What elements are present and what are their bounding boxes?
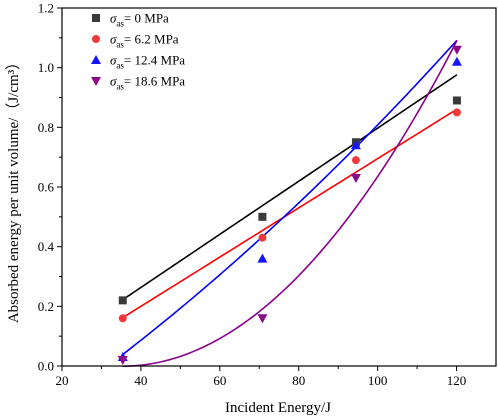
- legend-subscript: as: [116, 40, 124, 50]
- legend-label-1: σas= 6.2 MPa: [110, 32, 179, 50]
- legend-subscript: as: [116, 19, 124, 29]
- data-point-series-3: [451, 45, 462, 55]
- legend-label-3: σas= 18.6 MPa: [110, 74, 185, 92]
- data-point-series-0: [258, 212, 267, 221]
- x-tick-label: 80: [292, 373, 305, 388]
- y-tick-label: 0.4: [38, 239, 55, 254]
- y-tick-label: 0.0: [38, 359, 54, 374]
- legend-value: = 6.2 MPa: [124, 32, 179, 47]
- fit-line-series-2: [122, 39, 458, 356]
- legend-marker-3: [91, 77, 101, 86]
- data-point-series-2: [257, 253, 268, 263]
- data-point-series-3: [350, 174, 361, 184]
- x-tick-label: 120: [447, 373, 467, 388]
- legend-subscript: as: [116, 82, 124, 92]
- y-axis-title: Absorbed energy per unit volume/（J/cm³）: [5, 55, 22, 323]
- legend-sigma: σ: [110, 74, 117, 89]
- data-point-series-3: [117, 356, 128, 366]
- legend-label-2: σas= 12.4 MPa: [110, 53, 185, 71]
- fit-line-series-0: [122, 74, 458, 301]
- data-point-series-0: [118, 296, 127, 305]
- fit-line-series-3: [122, 40, 458, 367]
- data-point-series-1: [351, 156, 360, 165]
- x-tick-label: 100: [368, 373, 388, 388]
- legend-value: = 18.6 MPa: [124, 74, 185, 89]
- data-point-series-1: [452, 108, 461, 117]
- y-tick-label: 1.2: [38, 1, 54, 16]
- y-tick-label: 0.8: [38, 120, 54, 135]
- legend-sigma: σ: [110, 11, 117, 26]
- data-point-series-0: [452, 96, 461, 105]
- axes: 20 40 60 80 100 120 0.0 0.2 0.4 0.6 0.8 1.0 1.2: [38, 1, 497, 388]
- y-tick-label: 0.6: [38, 180, 55, 195]
- x-tick-label: 40: [134, 373, 147, 388]
- legend-value: = 0 MPa: [124, 11, 169, 26]
- x-tick-label: 20: [56, 373, 69, 388]
- data-point-series-3: [257, 314, 268, 324]
- legend-marker-1: [92, 35, 100, 43]
- legend-subscript: as: [116, 61, 124, 71]
- legend-value: = 12.4 MPa: [124, 53, 185, 68]
- x-axis-title: Incident Energy/J: [225, 400, 331, 416]
- fit-lines: [122, 39, 458, 367]
- legend-label-0: σas= 0 MPa: [110, 11, 169, 29]
- y-tick-label: 1.0: [38, 60, 54, 75]
- x-tick-label: 60: [213, 373, 226, 388]
- y-tick-label: 0.2: [38, 299, 54, 314]
- legend-sigma: σ: [110, 53, 117, 68]
- legend-sigma: σ: [110, 32, 117, 47]
- legend-marker-0: [92, 14, 100, 22]
- data-point-series-2: [451, 56, 462, 66]
- fit-line-series-1: [122, 108, 458, 319]
- data-markers: [117, 45, 462, 366]
- data-point-series-1: [118, 314, 127, 323]
- legend-marker-2: [91, 55, 101, 64]
- data-point-series-1: [258, 233, 267, 242]
- data-point-series-2: [350, 140, 361, 150]
